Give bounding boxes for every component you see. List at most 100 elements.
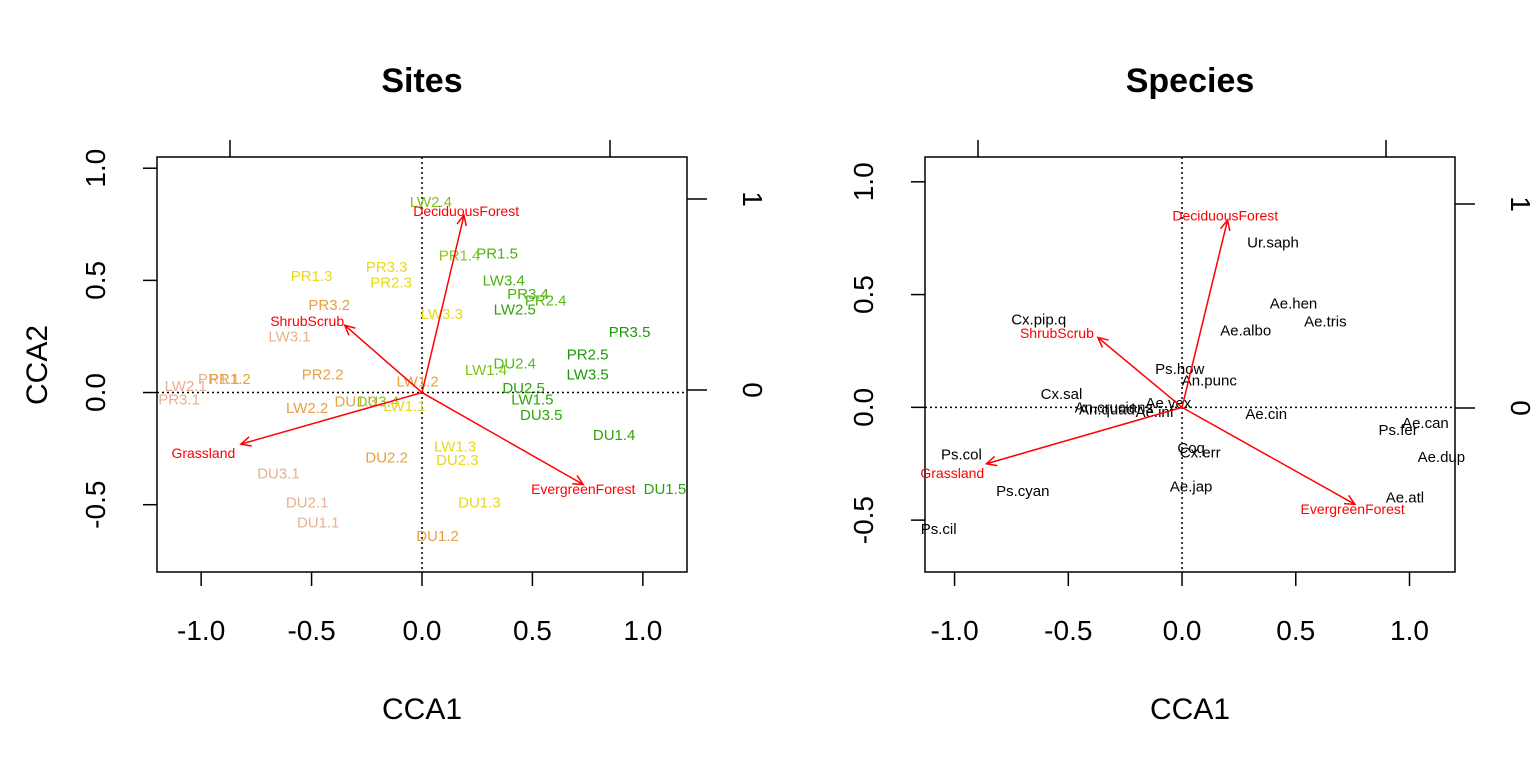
- env-arrow: [1097, 336, 1183, 408]
- env-arrow-head: [343, 324, 356, 336]
- y-tick-label: 1.0: [80, 149, 111, 188]
- env-arrow: [240, 391, 423, 445]
- point-label: Ae.albo: [1220, 323, 1271, 340]
- point-label: PR3.4: [507, 286, 549, 303]
- x-tick-label: 0.5: [513, 615, 552, 646]
- x-tick-label: -1.0: [177, 615, 225, 646]
- point-label: PR1.2: [209, 371, 251, 388]
- point-label: Ae.can: [1402, 415, 1449, 432]
- point-label: Cx.err: [1180, 444, 1221, 461]
- point-label: LW1.3: [434, 438, 476, 455]
- point-label: Ae.atl: [1386, 490, 1424, 507]
- right-tick-label: 0: [1505, 400, 1536, 416]
- point-label: Ae.dup: [1418, 449, 1466, 466]
- point-label: PR2.2: [302, 367, 344, 384]
- point-label: LW1.1: [383, 398, 425, 415]
- env-vector-label: ShrubScrub: [1020, 325, 1094, 341]
- point-label: PR2.5: [567, 346, 609, 363]
- x-tick-label: 0.0: [403, 615, 442, 646]
- point-label: DU2.1: [286, 494, 329, 511]
- point-label: LW2.1: [165, 378, 207, 395]
- point-label: Ae.tris: [1304, 314, 1347, 331]
- env-vector-label: Grassland: [920, 465, 984, 481]
- point-label: LW1.2: [396, 373, 438, 390]
- x-axis-label: CCA1: [1150, 693, 1230, 726]
- point-label: An.punc: [1182, 372, 1238, 389]
- point-label: LW2.2: [286, 400, 328, 417]
- point-label: PR1.4: [439, 248, 481, 265]
- point-label: PR1.5: [476, 245, 518, 262]
- env-vector-label: EvergreenForest: [531, 481, 635, 497]
- point-label: PR3.1: [158, 391, 200, 408]
- env-arrow: [986, 406, 1183, 465]
- point-label: DU2.2: [365, 450, 408, 467]
- env-arrow-head: [456, 213, 468, 227]
- point-label: PR3.5: [609, 324, 651, 341]
- env-arrow-head: [239, 436, 252, 447]
- right-tick-label: 1: [1505, 196, 1536, 212]
- point-label: DU3.5: [520, 407, 563, 424]
- x-tick-label: 0.5: [1276, 615, 1315, 646]
- point-label: Ae.cin: [1245, 406, 1287, 423]
- point-label: Ae.jap: [1170, 478, 1213, 495]
- y-tick-label: 0.0: [848, 388, 879, 427]
- env-vector-label: ShrubScrub: [270, 313, 344, 329]
- point-label: DU1.3: [458, 494, 501, 511]
- point-label: Coq: [1177, 440, 1205, 457]
- point-label: Cx.pip.q: [1011, 311, 1066, 328]
- point-label: DU1.5: [644, 481, 687, 498]
- env-arrow-head: [1219, 218, 1231, 232]
- panel-title: Sites: [381, 62, 462, 100]
- env-vectors: DeciduousForest ShrubScrub Grassland Evergr…: [920, 208, 1404, 517]
- point-label: DU1.1: [297, 515, 340, 532]
- y-tick-label: 1.0: [848, 162, 879, 201]
- point-label: Ur.saph: [1247, 235, 1299, 252]
- point-label: Ae.hen: [1270, 296, 1318, 313]
- env-arrow: [1181, 219, 1229, 408]
- y-tick-label: 0.5: [80, 261, 111, 300]
- point-label: Ps.cil: [921, 521, 957, 538]
- point-label: DU2.3: [436, 452, 479, 469]
- x-tick-label: 0.0: [1163, 615, 1202, 646]
- point-label: LW2.5: [494, 302, 536, 319]
- point-label: Ps.fer: [1379, 422, 1418, 439]
- env-arrow: [421, 215, 465, 393]
- env-arrow-head: [1343, 494, 1357, 506]
- point-label: An.quad: [1079, 402, 1135, 419]
- point-labels: Ur.saphAe.henAe.trisCx.pip.qAe.alboPs.ho…: [921, 235, 1465, 538]
- env-arrow-head: [572, 475, 585, 486]
- point-label: LW1.5: [511, 391, 553, 408]
- right-tick-label: 0: [737, 382, 768, 398]
- point-label: DU2.4: [493, 355, 536, 372]
- point-label: An.crucians: [1075, 399, 1153, 416]
- env-vector-label: EvergreenForest: [1300, 501, 1404, 517]
- env-vector-label: DeciduousForest: [413, 203, 519, 219]
- point-label: Ae.inf: [1136, 404, 1175, 421]
- point-label: Cx.sal: [1041, 386, 1083, 403]
- x-tick-label: -0.5: [1044, 615, 1092, 646]
- env-vectors: DeciduousForest ShrubScrub Grassland Evergr…: [171, 203, 635, 497]
- point-label: DU1.4: [593, 427, 636, 444]
- point-label: PR2.4: [525, 293, 567, 310]
- plot-frame: [924, 156, 1456, 573]
- point-label: LW3.5: [567, 367, 609, 384]
- x-tick-label: 1.0: [623, 615, 662, 646]
- point-label: Ps.col: [941, 447, 982, 464]
- point-label: LW1.4: [465, 362, 507, 379]
- panel-title: Species: [1126, 62, 1255, 100]
- y-tick-label: 0.0: [80, 373, 111, 412]
- point-label: DU1.2: [416, 528, 459, 545]
- point-label: DU2.5: [502, 380, 545, 397]
- panel-sites: Sites -1.0 -0.5 0.0 0.5 1.0 -0.5 0.0 0.5 1.0 0 1 CCA…: [21, 62, 768, 726]
- x-tick-label: -1.0: [930, 615, 978, 646]
- x-axis-label: CCA1: [382, 693, 462, 726]
- point-label: LW3.3: [421, 306, 463, 323]
- point-label: DU3.4: [357, 394, 400, 411]
- env-arrow-head: [1096, 336, 1109, 348]
- x-tick-label: -0.5: [287, 615, 335, 646]
- right-tick-label: 1: [737, 191, 768, 207]
- y-tick-label: 0.5: [848, 275, 879, 314]
